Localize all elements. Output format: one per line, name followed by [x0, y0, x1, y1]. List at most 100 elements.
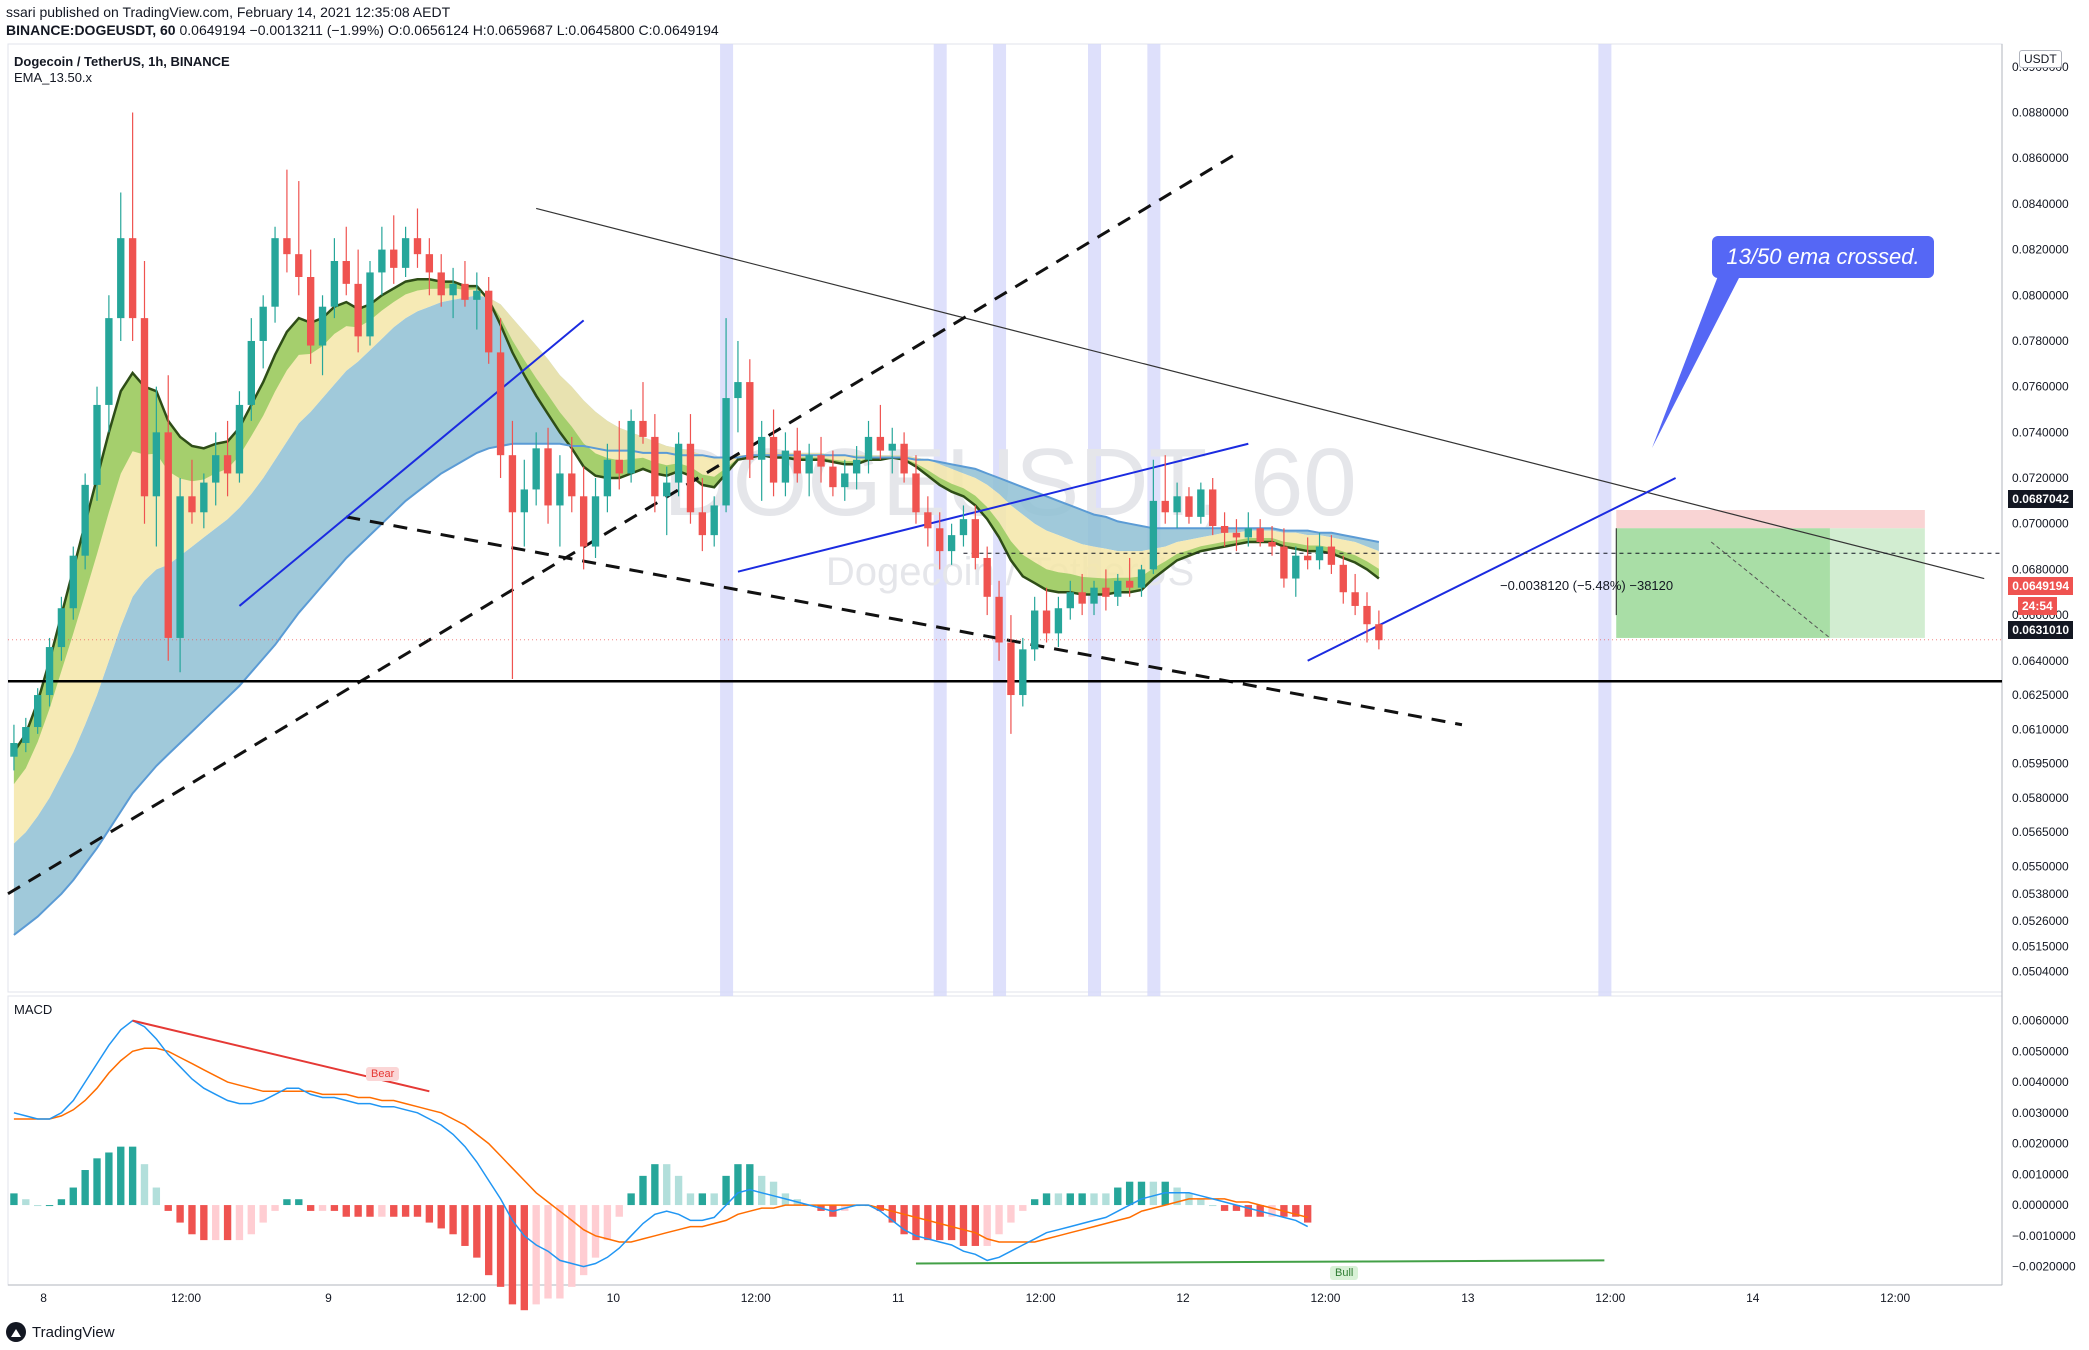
price-tick-label: 0.0595000 [2012, 757, 2069, 771]
macd-histogram-bar [627, 1193, 635, 1206]
candle [1078, 573, 1086, 616]
candle [1161, 455, 1169, 524]
candle [401, 226, 410, 278]
candle [663, 466, 671, 536]
macd-histogram-bar [212, 1205, 220, 1241]
candle [805, 443, 813, 497]
macd-histogram-bar [485, 1205, 493, 1276]
candle [247, 318, 255, 421]
candle-body [366, 272, 374, 337]
candle-body [1030, 610, 1039, 650]
candle [283, 169, 291, 273]
candle [1292, 546, 1300, 597]
candle [520, 459, 528, 547]
candle-body [1351, 592, 1359, 606]
candle-body [544, 448, 552, 506]
macd-histogram-bar [57, 1199, 66, 1206]
candle [722, 318, 730, 513]
time-tick-label: 10 [607, 1291, 621, 1305]
candle [686, 414, 695, 524]
candle-body [983, 557, 991, 597]
candle [1209, 478, 1217, 536]
macd-histogram-bar [437, 1205, 445, 1229]
macd-histogram-bar [1054, 1193, 1063, 1206]
candle [1303, 537, 1312, 570]
stop-loss-zone [1616, 510, 1925, 529]
candle [1125, 557, 1134, 597]
macd-histogram-bar [1042, 1193, 1051, 1206]
candle [496, 318, 505, 479]
macd-histogram-bar [1292, 1205, 1300, 1217]
candle-body [781, 450, 790, 483]
macd-histogram-bar [45, 1205, 54, 1207]
candle [1066, 580, 1074, 620]
candle-body [1209, 489, 1217, 526]
candle [734, 340, 742, 433]
price-tick-label: 0.0760000 [2012, 380, 2069, 394]
macd-tick-label: 0.0060000 [2012, 1014, 2069, 1028]
candle-body [437, 272, 445, 296]
macd-histogram-bar [1244, 1205, 1252, 1217]
candle-body [710, 505, 718, 536]
candle [1149, 459, 1158, 574]
candle [793, 427, 801, 483]
tradingview-logo[interactable]: TradingView [6, 1322, 115, 1342]
candle-body [378, 249, 386, 273]
time-tick-label: 11 [892, 1291, 905, 1305]
candle-body [1090, 587, 1098, 604]
candle-body [876, 436, 885, 451]
macd-histogram-bar [425, 1205, 434, 1223]
candle-body [1327, 546, 1336, 565]
candle-body [473, 290, 481, 300]
price-tick-label: 0.0700000 [2012, 517, 2069, 531]
price-tick-label: 0.0740000 [2012, 425, 2069, 439]
macd-histogram-bar [271, 1205, 279, 1211]
candle-body [1339, 564, 1347, 593]
macd-histogram-bar [342, 1205, 350, 1217]
currency-button[interactable]: USDT [2019, 50, 2062, 68]
macd-histogram-bar [508, 1205, 517, 1305]
candle-body [1114, 580, 1122, 597]
price-tick-label: 0.0625000 [2012, 688, 2069, 702]
candle [1327, 535, 1336, 574]
candle [176, 478, 184, 673]
macd-histogram-bar [247, 1205, 255, 1235]
macd-histogram-bar [1197, 1199, 1205, 1206]
candle-body [81, 484, 89, 556]
candle-body [283, 238, 291, 255]
time-tick-label: 12:00 [1880, 1291, 1910, 1305]
candle-body [152, 432, 161, 497]
macd-histogram-bar [390, 1205, 398, 1217]
candle-body [912, 473, 920, 513]
macd-histogram-bar [93, 1158, 101, 1206]
macd-histogram-bar [722, 1175, 730, 1206]
candle [1114, 573, 1122, 606]
macd-histogram-bar [176, 1205, 184, 1223]
candle [188, 459, 196, 524]
candle [508, 420, 517, 680]
time-tick-label: 14 [1746, 1291, 1760, 1305]
time-tick-label: 12:00 [1310, 1291, 1340, 1305]
candle-body [1363, 605, 1371, 625]
tradingview-icon [6, 1322, 26, 1342]
candle [295, 181, 303, 296]
candle [1280, 528, 1288, 588]
candle [1137, 564, 1146, 597]
time-tick-label: 12 [1176, 1291, 1190, 1305]
time-tick-label: 12:00 [171, 1291, 201, 1305]
time-tick-label: 12:00 [1595, 1291, 1625, 1305]
candle-body [1197, 489, 1205, 517]
symbol-line: BINANCE:DOGEUSDT, 60 0.0649194 −0.001321… [6, 22, 719, 38]
candle-body [1054, 608, 1063, 634]
macd-histogram-bar [888, 1205, 896, 1223]
candle-body [924, 512, 932, 529]
ema-mid-band [13, 279, 1379, 844]
macd-histogram-bar [235, 1205, 244, 1241]
candle [888, 427, 896, 474]
macd-histogram-bar [758, 1175, 766, 1206]
macd-histogram-bar [651, 1164, 659, 1206]
candle [33, 688, 42, 734]
macd-histogram-bar [1268, 1205, 1276, 1217]
candle-body [188, 496, 196, 513]
